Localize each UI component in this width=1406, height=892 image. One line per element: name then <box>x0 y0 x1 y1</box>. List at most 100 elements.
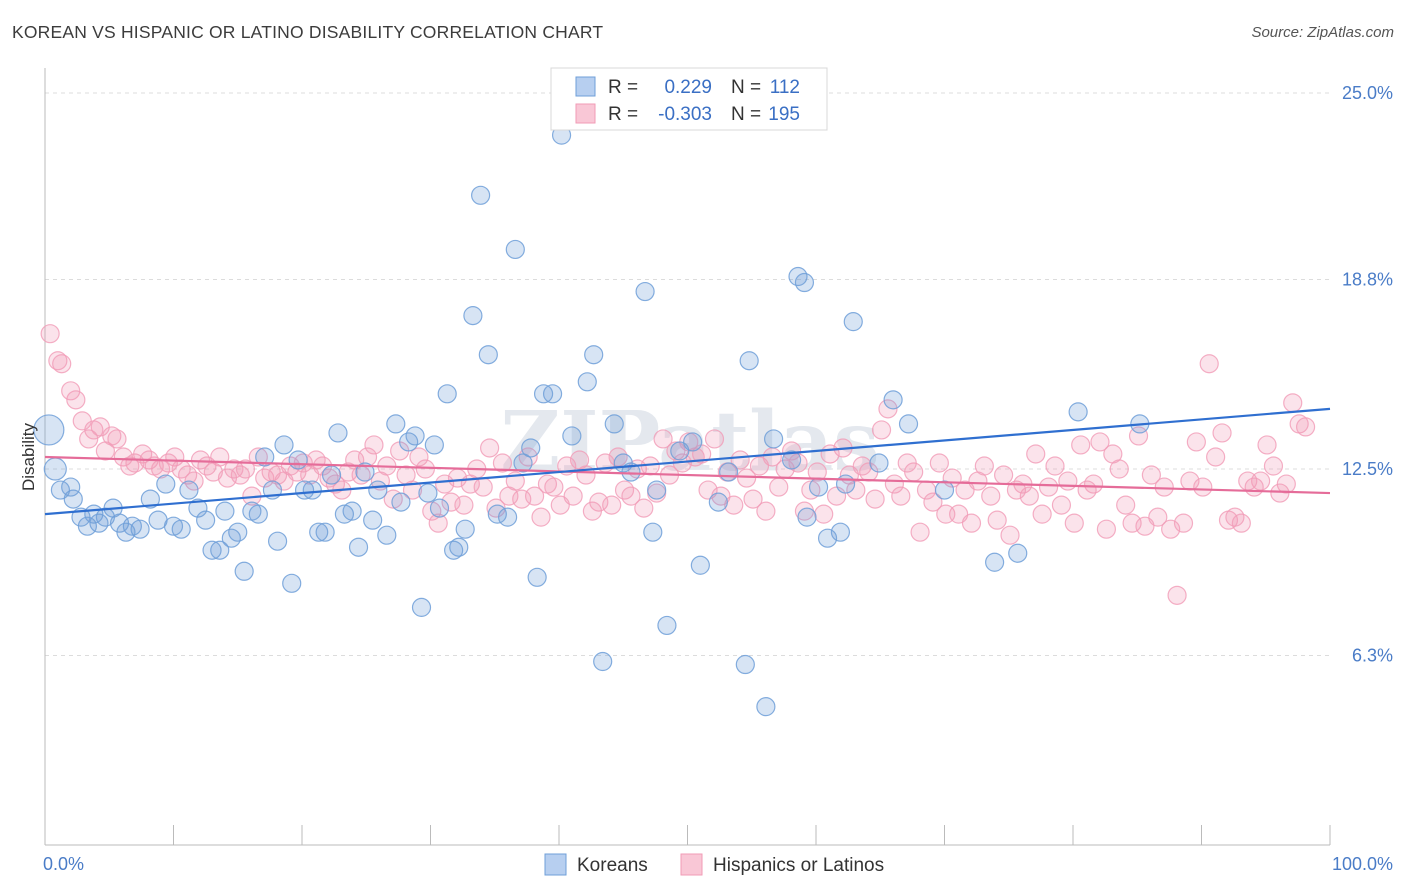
korean-point <box>391 492 411 512</box>
hispanic-point <box>1071 435 1091 455</box>
korean-point <box>302 480 322 500</box>
korean-point <box>411 597 432 617</box>
hispanic-point <box>1231 513 1251 533</box>
hispanic-point <box>230 465 250 485</box>
chart-title: KOREAN VS HISPANIC OR LATINO DISABILITY … <box>12 22 604 42</box>
korean-point <box>455 519 475 539</box>
korean-trend-line <box>44 407 1331 516</box>
hispanic-point <box>1064 513 1084 533</box>
korean-point <box>334 504 355 524</box>
hispanic-point <box>52 354 72 374</box>
hispanic-point <box>383 489 403 509</box>
hispanic-point <box>544 477 564 497</box>
hispanic-point <box>807 462 827 482</box>
korean-point <box>562 426 582 446</box>
hispanic-point <box>1045 456 1065 476</box>
hispanic-point <box>563 486 583 506</box>
hispanic-point <box>1283 393 1303 413</box>
hispanic-point <box>473 477 493 497</box>
korean-point <box>934 480 955 500</box>
hispanic-point <box>492 453 513 473</box>
korean-point <box>635 281 655 302</box>
hispanic-point <box>1251 471 1271 491</box>
korean-point <box>274 435 294 455</box>
hispanic-point <box>1019 486 1039 506</box>
korean-point <box>843 312 863 332</box>
hispanic-point <box>524 486 545 506</box>
hispanic-point <box>634 498 654 518</box>
hispanic-point <box>1096 519 1117 539</box>
hispanic-point <box>1032 504 1052 524</box>
korean-point <box>363 510 383 530</box>
korean-point <box>248 504 268 524</box>
hispanic-point <box>1090 432 1110 452</box>
korean-point <box>140 489 160 509</box>
x-tick-labels: 0.0% 100.0% <box>43 854 1393 874</box>
y-axis-title: Disability <box>19 422 38 491</box>
hispanic-point <box>801 480 821 500</box>
hispanic-point <box>724 495 744 515</box>
hispanic-point <box>428 513 448 533</box>
hispanic-point <box>531 507 551 527</box>
hispanic-point <box>865 489 885 509</box>
korean-point <box>808 477 829 497</box>
hispanic-point <box>415 459 435 479</box>
korean-point <box>122 516 142 536</box>
korean-point <box>424 435 444 455</box>
korean-point <box>643 522 663 542</box>
hispanic-point <box>1263 456 1284 476</box>
korean-point <box>255 447 275 467</box>
korean-point <box>321 465 342 485</box>
korean-point <box>683 432 703 452</box>
korean-point <box>657 615 677 636</box>
hispanic-point <box>1186 432 1206 452</box>
chart-source: Source: ZipAtlas.com <box>1251 24 1394 41</box>
korean-point <box>288 450 308 470</box>
hispanic-point <box>994 465 1014 485</box>
hispanic-point <box>1167 585 1187 605</box>
korean-point <box>61 477 81 497</box>
hispanic-point <box>454 495 474 515</box>
hispanic-point <box>1276 474 1296 494</box>
korean-point <box>156 474 176 494</box>
legend-box <box>550 67 828 131</box>
korean-point <box>708 492 728 512</box>
korean-point <box>215 501 235 521</box>
hispanic-point <box>79 429 99 449</box>
legend-n-koreans: 112 <box>770 77 800 98</box>
korean-point <box>386 414 406 434</box>
korean-point <box>593 651 613 672</box>
axes <box>44 68 1331 846</box>
y-tick-label-1: 18.8% <box>1342 270 1393 290</box>
korean-point <box>405 426 425 446</box>
hispanic-points <box>40 324 1316 605</box>
hispanic-point <box>1193 477 1213 497</box>
hispanic-point <box>871 420 892 440</box>
hispanic-point <box>1173 513 1194 533</box>
hispanic-point <box>1199 354 1219 374</box>
korean-point <box>542 384 563 404</box>
hispanic-point <box>1109 459 1129 479</box>
korean-point <box>282 573 302 593</box>
korean-point <box>315 522 335 542</box>
korean-point <box>444 540 464 560</box>
korean-point <box>309 522 329 542</box>
hispanic-point <box>120 456 140 476</box>
hispanic-point <box>248 447 268 467</box>
korean-point <box>368 480 388 500</box>
korean-point <box>898 414 919 434</box>
korean-point <box>498 507 518 527</box>
hispanic-point <box>756 501 776 521</box>
hispanic-point <box>846 480 866 500</box>
korean-point <box>77 516 98 536</box>
korean-point <box>449 537 469 557</box>
hispanic-point <box>769 477 789 497</box>
korean-point <box>584 345 604 365</box>
korean-point <box>234 561 254 581</box>
series-swatch-koreans <box>544 853 567 876</box>
korean-point <box>739 351 759 371</box>
hispanic-point <box>730 450 750 470</box>
hispanic-point <box>1038 477 1059 497</box>
legend-r-hispanics: -0.303 <box>658 104 712 125</box>
hispanic-point <box>981 486 1001 506</box>
